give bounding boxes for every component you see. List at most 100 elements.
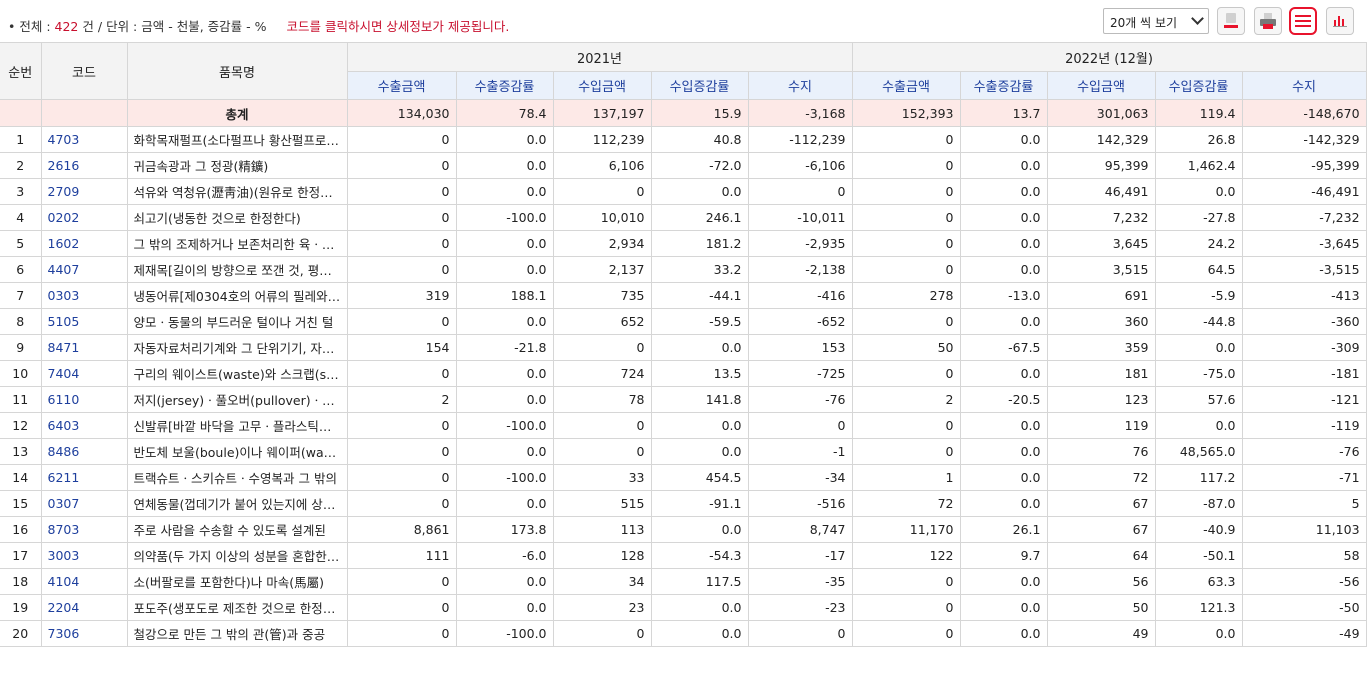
row-value-cell: 454.5 [650,464,749,491]
row-code-link[interactable]: 2709 [40,178,128,205]
row-value-cell: -49 [1241,620,1367,647]
page-size-select[interactable]: 20개 씩 보기 [1103,8,1209,34]
row-value-cell: 112,239 [552,126,652,153]
trade-table: 순번 코드 품목명 2021년 2022년 (12월) 수출금액 수출증감률 수… [0,42,1367,647]
row-value-cell: 113 [552,516,652,543]
row-value-cell: 153 [747,334,853,361]
row-code-link[interactable]: 8471 [40,334,128,361]
row-value-cell: 0 [851,620,961,647]
row-value-cell: -23 [747,594,853,621]
print-button[interactable] [1254,7,1282,35]
row-value-cell: 0 [346,360,457,387]
row-value-cell: 0 [552,178,652,205]
row-value-cell: 50 [1046,594,1156,621]
row-value-cell: -100.0 [455,204,554,231]
row-code-link[interactable]: 4104 [40,568,128,595]
row-code-link[interactable]: 8486 [40,438,128,465]
row-code-link[interactable]: 6110 [40,386,128,413]
row-value-cell: -121 [1241,386,1367,413]
row-code-link[interactable]: 2616 [40,152,128,179]
row-value-cell: 57.6 [1154,386,1243,413]
row-value-cell: -67.5 [959,334,1048,361]
row-value-cell: 111 [346,542,457,569]
row-value-cell: -413 [1241,282,1367,309]
row-value-cell: -76 [1241,438,1367,465]
row-value-cell: 2 [851,386,961,413]
row-item-name: 철강으로 만든 그 밖의 관(管)과 중공 [126,620,348,647]
row-value-cell: 13.5 [650,360,749,387]
row-value-cell: 0 [552,620,652,647]
row-value-cell: -725 [747,360,853,387]
row-code-link[interactable]: 6403 [40,412,128,439]
row-code-link[interactable]: 7404 [40,360,128,387]
total-cell: -148,670 [1241,99,1367,127]
row-value-cell: 8,747 [747,516,853,543]
row-value-cell: -17 [747,542,853,569]
row-value-cell: -40.9 [1154,516,1243,543]
row-item-name: 소(버팔로를 포함한다)나 마속(馬屬) [126,568,348,595]
row-value-cell: 0.0 [455,438,554,465]
list-view-icon [1295,15,1311,27]
header-export-rate[interactable]: 수출증감률 [959,71,1048,100]
row-code-link[interactable]: 0307 [40,490,128,517]
row-value-cell: 33 [552,464,652,491]
row-value-cell: -34 [747,464,853,491]
bullet: • [8,19,16,34]
table-row: 11 6110 저지(jersey)ㆍ풀오버(pullover)ㆍ카디건 2 0.0 78… [0,386,1367,413]
row-code-link[interactable]: 0303 [40,282,128,309]
header-import-amount[interactable]: 수입금액 [1046,71,1156,100]
total-row: 총계 134,030 78.4 137,197 15.9 -3,168 152,… [0,99,1367,127]
table-row: 7 0303 냉동어류[제0304호의 어류의 필레와 그 밖의 319 188.1 73… [0,282,1367,309]
row-code-link[interactable]: 7306 [40,620,128,647]
row-value-cell: -112,239 [747,126,853,153]
header-import-rate[interactable]: 수입증감률 [650,71,749,100]
row-code-link[interactable]: 4703 [40,126,128,153]
row-code-link[interactable]: 6211 [40,464,128,491]
download-button[interactable] [1217,7,1245,35]
table-row: 10 7404 구리의 웨이스트(waste)와 스크랩(scrap) 0 0.0 724… [0,360,1367,387]
header-name: 품목명 [126,42,348,100]
row-rank: 17 [0,542,42,569]
row-code-link[interactable]: 4407 [40,256,128,283]
row-code-link[interactable]: 8703 [40,516,128,543]
total-cell: 134,030 [346,99,457,127]
row-value-cell: 0.0 [455,178,554,205]
row-value-cell: 123 [1046,386,1156,413]
row-code-link[interactable]: 1602 [40,230,128,257]
row-value-cell: -20.5 [959,386,1048,413]
total-cell: 137,197 [552,99,652,127]
header-export-amount[interactable]: 수출금액 [347,71,457,100]
row-value-cell: 0 [346,308,457,335]
row-value-cell: -100.0 [455,464,554,491]
row-value-cell: 319 [346,282,457,309]
row-code-link[interactable]: 3003 [40,542,128,569]
header-import-rate[interactable]: 수입증감률 [1154,71,1243,100]
table-row: 18 4104 소(버팔로를 포함한다)나 마속(馬屬) 0 0.0 34 117.5 -35… [0,568,1367,595]
row-value-cell: 0 [346,412,457,439]
row-value-cell: 0 [552,334,652,361]
row-value-cell: 188.1 [455,282,554,309]
row-code-link[interactable]: 5105 [40,308,128,335]
list-view-button[interactable] [1289,7,1317,35]
header-import-amount[interactable]: 수입금액 [552,71,652,100]
row-value-cell: 0.0 [959,412,1048,439]
page-size-value: 20개 씩 보기 [1110,16,1178,30]
row-value-cell: 0.0 [650,516,749,543]
row-value-cell: 128 [552,542,652,569]
chart-view-button[interactable] [1326,7,1354,35]
header-year-2022: 2022년 (12월) [851,42,1367,72]
header-balance[interactable]: 수지 [747,71,853,100]
row-value-cell: -2,138 [747,256,853,283]
row-code-link[interactable]: 2204 [40,594,128,621]
header-export-amount[interactable]: 수출금액 [851,71,961,100]
header-export-rate[interactable]: 수출증감률 [455,71,554,100]
header-balance[interactable]: 수지 [1241,71,1367,100]
row-item-name: 주로 사람을 수송할 수 있도록 설계된 [126,516,348,543]
row-value-cell: 40.8 [650,126,749,153]
total-count: 422 [54,19,79,34]
row-rank: 12 [0,412,42,439]
top-bar: • 전체 : 422 건 / 단위 : 금액 - 천불, 증감률 - % 코드를… [0,0,1370,42]
row-code-link[interactable]: 0202 [40,204,128,231]
row-item-name: 화학목재펄프(소다펄프나 황산펄프로 한정하며, 용해용 등급은 제외한다) [126,126,348,153]
row-item-name: 냉동어류[제0304호의 어류의 필레와 그 밖의 [126,282,348,309]
